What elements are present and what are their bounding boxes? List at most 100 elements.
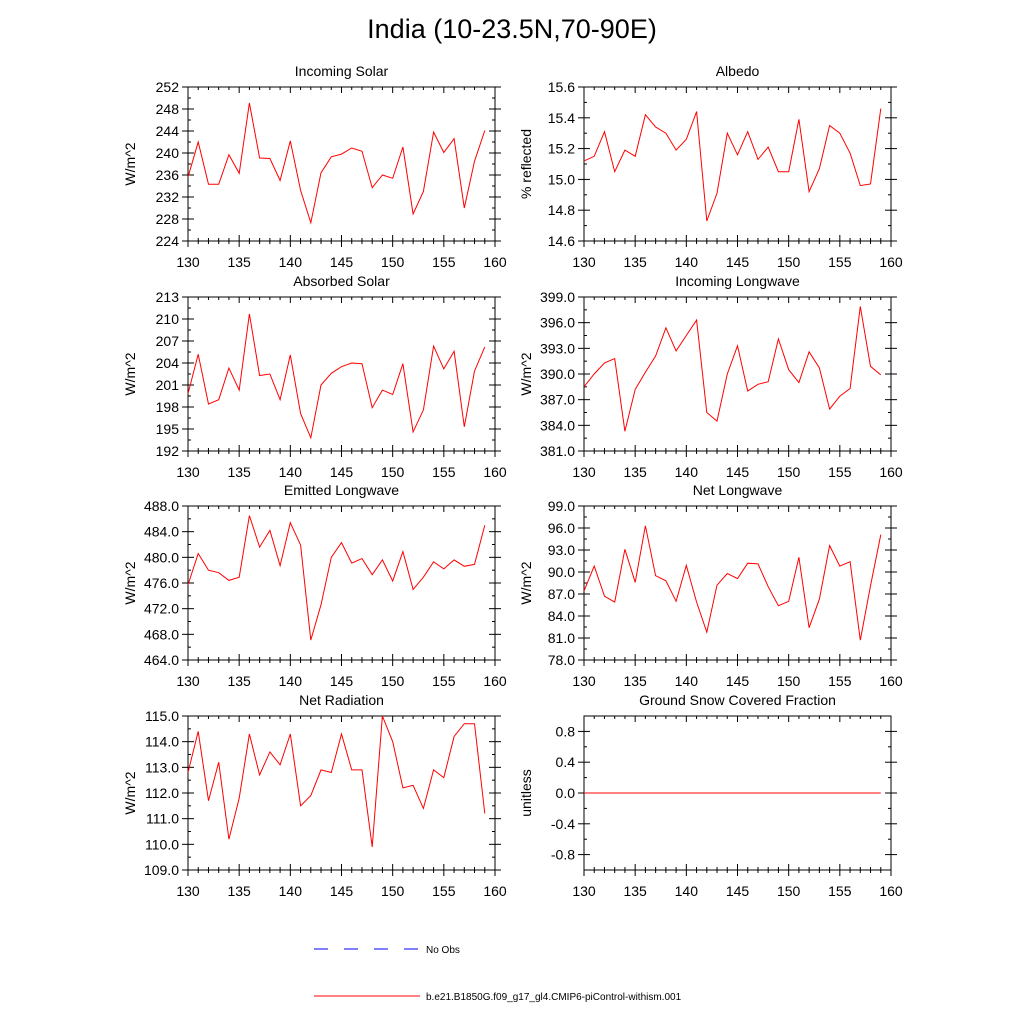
chart-4-title: Emitted Longwave bbox=[284, 482, 399, 498]
chart-0-ytick-label: 244 bbox=[156, 123, 180, 139]
chart-5-ytick-label: 81.0 bbox=[548, 630, 575, 646]
chart-0-ytick-label: 228 bbox=[156, 211, 180, 227]
chart-1-xtick-label: 135 bbox=[623, 254, 647, 270]
chart-4-ytick-label: 476.0 bbox=[144, 575, 179, 591]
chart-5-xtick-label: 145 bbox=[726, 673, 750, 689]
chart-3-frame bbox=[583, 296, 892, 452]
chart-5-ylabel: W/m^2 bbox=[518, 561, 534, 604]
chart-2-frame bbox=[187, 296, 496, 452]
chart-1-xtick-label: 130 bbox=[572, 254, 596, 270]
chart-0-xtick-label: 150 bbox=[381, 254, 405, 270]
chart-3-xtick-label: 160 bbox=[879, 464, 903, 480]
chart-6-xtick-label: 160 bbox=[483, 883, 507, 899]
chart-3-series-0-line bbox=[583, 306, 882, 432]
chart-1-ytick-label: 14.6 bbox=[548, 233, 575, 249]
chart-2-xtick-label: 130 bbox=[176, 464, 200, 480]
chart-0-ylabel: W/m^2 bbox=[122, 142, 138, 185]
chart-1-ytick-label: 14.8 bbox=[548, 202, 575, 218]
chart-0-xtick-label: 155 bbox=[432, 254, 456, 270]
chart-5-ytick-label: 99.0 bbox=[548, 498, 575, 514]
page-title: India (10-23.5N,70-90E) bbox=[367, 14, 657, 44]
chart-3-ytick-label: 399.0 bbox=[540, 289, 575, 305]
chart-7-xtick-label: 135 bbox=[623, 883, 647, 899]
chart-4-xtick-label: 150 bbox=[381, 673, 405, 689]
chart-6-ytick-label: 114.0 bbox=[145, 734, 179, 750]
chart-5-xtick-label: 150 bbox=[777, 673, 801, 689]
chart-1-ytick-label: 15.6 bbox=[548, 79, 575, 95]
chart-2-ytick-label: 213 bbox=[156, 289, 180, 305]
chart-6-xtick-label: 140 bbox=[279, 883, 303, 899]
chart-6-xtick-label: 135 bbox=[227, 883, 251, 899]
chart-4-ytick-label: 488.0 bbox=[144, 498, 179, 514]
chart-5-ytick-label: 84.0 bbox=[548, 608, 575, 624]
chart-5-xtick-label: 130 bbox=[572, 673, 596, 689]
chart-6-xtick-label: 155 bbox=[432, 883, 456, 899]
chart-4-xtick-label: 145 bbox=[330, 673, 354, 689]
chart-2-ytick-label: 210 bbox=[156, 311, 180, 327]
chart-4-ytick-label: 480.0 bbox=[144, 549, 179, 565]
chart-0-ytick-label: 236 bbox=[156, 167, 180, 183]
chart-5-xtick-label: 160 bbox=[879, 673, 903, 689]
chart-7-xtick-label: 130 bbox=[572, 883, 596, 899]
chart-3-title: Incoming Longwave bbox=[675, 273, 800, 289]
chart-7-xtick-label: 140 bbox=[675, 883, 699, 899]
chart-2-ytick-label: 207 bbox=[156, 333, 180, 349]
chart-5-xtick-label: 155 bbox=[828, 673, 852, 689]
chart-7-xtick-label: 160 bbox=[879, 883, 903, 899]
chart-5-ytick-label: 87.0 bbox=[548, 586, 575, 602]
chart-6-ytick-label: 110.0 bbox=[145, 836, 179, 852]
chart-1-xtick-label: 160 bbox=[879, 254, 903, 270]
chart-2-title: Absorbed Solar bbox=[293, 273, 390, 289]
chart-2-xtick-label: 160 bbox=[483, 464, 507, 480]
chart-1-title: Albedo bbox=[716, 63, 760, 79]
chart-5-title: Net Longwave bbox=[693, 482, 783, 498]
chart-5-ytick-label: 93.0 bbox=[548, 542, 575, 558]
chart-6-ytick-label: 112.0 bbox=[145, 785, 179, 801]
chart-0-xtick-label: 160 bbox=[483, 254, 507, 270]
chart-3-ytick-label: 393.0 bbox=[540, 340, 575, 356]
chart-0-ytick-label: 232 bbox=[156, 189, 180, 205]
chart-2-ytick-label: 192 bbox=[156, 443, 180, 459]
chart-6-ytick-label: 113.0 bbox=[145, 759, 179, 775]
chart-7-ytick-label: -0.4 bbox=[551, 816, 575, 832]
chart-3-ytick-label: 384.0 bbox=[540, 417, 575, 433]
chart-5-series-0-line bbox=[583, 525, 882, 641]
chart-2-xtick-label: 140 bbox=[279, 464, 303, 480]
chart-3-xtick-label: 135 bbox=[623, 464, 647, 480]
chart-6-title: Net Radiation bbox=[299, 692, 384, 708]
chart-3-ytick-label: 390.0 bbox=[540, 366, 575, 382]
chart-2-ylabel: W/m^2 bbox=[122, 352, 138, 395]
chart-3-ytick-label: 396.0 bbox=[540, 315, 575, 331]
chart-0-xtick-label: 135 bbox=[227, 254, 251, 270]
chart-6-frame bbox=[187, 715, 496, 871]
chart-7-title: Ground Snow Covered Fraction bbox=[639, 692, 836, 708]
chart-1-series-0-line bbox=[583, 108, 882, 222]
chart-5-xtick-label: 140 bbox=[675, 673, 699, 689]
chart-4-ylabel: W/m^2 bbox=[122, 561, 138, 604]
chart-7-ytick-label: 0.4 bbox=[556, 754, 576, 770]
chart-5-ytick-label: 96.0 bbox=[548, 520, 575, 536]
chart-0-ytick-label: 252 bbox=[156, 79, 180, 95]
chart-3-ylabel: W/m^2 bbox=[518, 352, 534, 395]
chart-6-ylabel: W/m^2 bbox=[122, 771, 138, 814]
chart-6-ytick-label: 115.0 bbox=[145, 708, 179, 724]
chart-0-title: Incoming Solar bbox=[295, 63, 389, 79]
chart-2-xtick-label: 150 bbox=[381, 464, 405, 480]
chart-3-xtick-label: 145 bbox=[726, 464, 750, 480]
chart-6-xtick-label: 130 bbox=[176, 883, 200, 899]
chart-5-ytick-label: 90.0 bbox=[548, 564, 575, 580]
chart-4-ytick-label: 464.0 bbox=[144, 652, 179, 668]
chart-0-ytick-label: 224 bbox=[156, 233, 180, 249]
chart-5-xtick-label: 135 bbox=[623, 673, 647, 689]
chart-1-xtick-label: 155 bbox=[828, 254, 852, 270]
chart-3-ytick-label: 387.0 bbox=[540, 392, 575, 408]
chart-4-xtick-label: 130 bbox=[176, 673, 200, 689]
chart-2-ytick-label: 198 bbox=[156, 399, 180, 415]
chart-6-ytick-label: 109.0 bbox=[144, 862, 179, 878]
chart-1-xtick-label: 145 bbox=[726, 254, 750, 270]
chart-4-series-0-line bbox=[187, 515, 486, 641]
chart-4-xtick-label: 155 bbox=[432, 673, 456, 689]
chart-3-xtick-label: 155 bbox=[828, 464, 852, 480]
chart-7-xtick-label: 145 bbox=[726, 883, 750, 899]
